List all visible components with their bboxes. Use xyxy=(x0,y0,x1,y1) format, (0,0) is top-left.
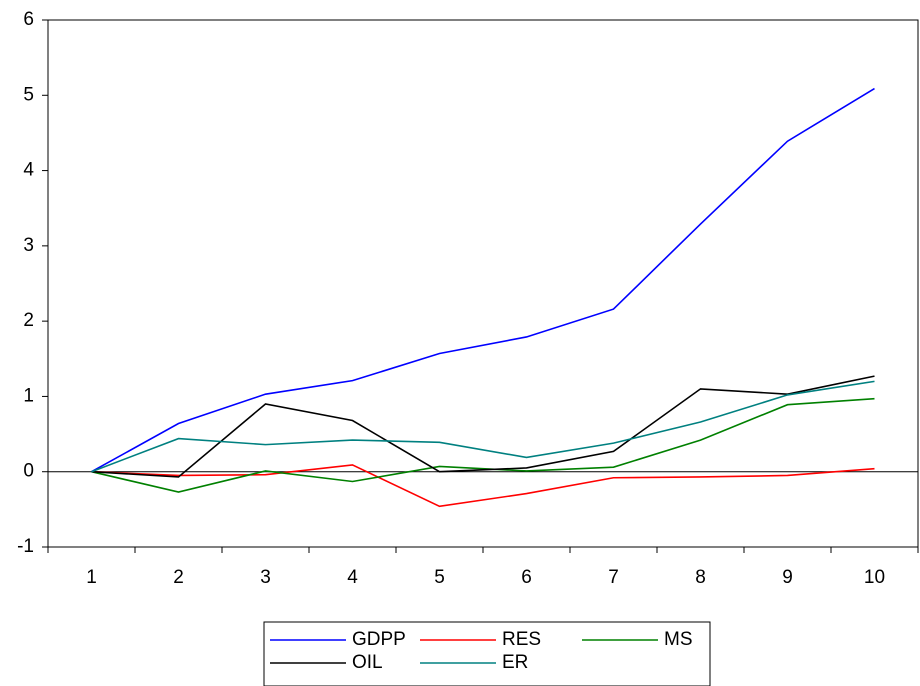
x-tick-label: 5 xyxy=(434,567,445,588)
x-tick-label: 3 xyxy=(260,567,271,588)
series-line-er xyxy=(91,380,875,473)
y-tick-label: 2 xyxy=(23,310,34,331)
x-tick-label: 2 xyxy=(173,567,184,588)
series-line-gdpp xyxy=(91,87,875,473)
series-line-oil xyxy=(91,375,875,478)
y-tick-label: 6 xyxy=(23,9,34,30)
legend-label-ms: MS xyxy=(664,629,693,650)
series-line-ms xyxy=(91,397,875,493)
legend-label-gdpp: GDPP xyxy=(352,629,406,650)
x-tick-label: 7 xyxy=(608,567,619,588)
legend-box xyxy=(263,621,711,686)
x-tick-label: 9 xyxy=(782,567,793,588)
y-tick-label: 3 xyxy=(23,235,34,256)
y-tick-label: -1 xyxy=(17,536,34,557)
legend-label-res: RES xyxy=(502,629,541,650)
x-tick-label: 4 xyxy=(347,567,358,588)
series-lines xyxy=(91,87,875,508)
legend-label-oil: OIL xyxy=(352,652,383,673)
legend-label-er: ER xyxy=(502,652,528,673)
y-tick-label: 0 xyxy=(23,461,34,482)
y-tick-label: 5 xyxy=(23,84,34,105)
x-tick-label: 10 xyxy=(864,567,885,588)
y-tick-label: 1 xyxy=(23,385,34,406)
series-line-res xyxy=(91,464,875,508)
legend: GDPP RES MS OIL ER xyxy=(263,621,711,686)
x-tick-label: 6 xyxy=(521,567,532,588)
y-tick-label: 4 xyxy=(23,160,34,181)
axes: -1 0 1 2 3 4 5 6 1 2 3 4 5 6 7 8 9 10 xyxy=(17,9,919,588)
x-tick-label: 1 xyxy=(86,567,97,588)
x-tick-label: 8 xyxy=(695,567,706,588)
